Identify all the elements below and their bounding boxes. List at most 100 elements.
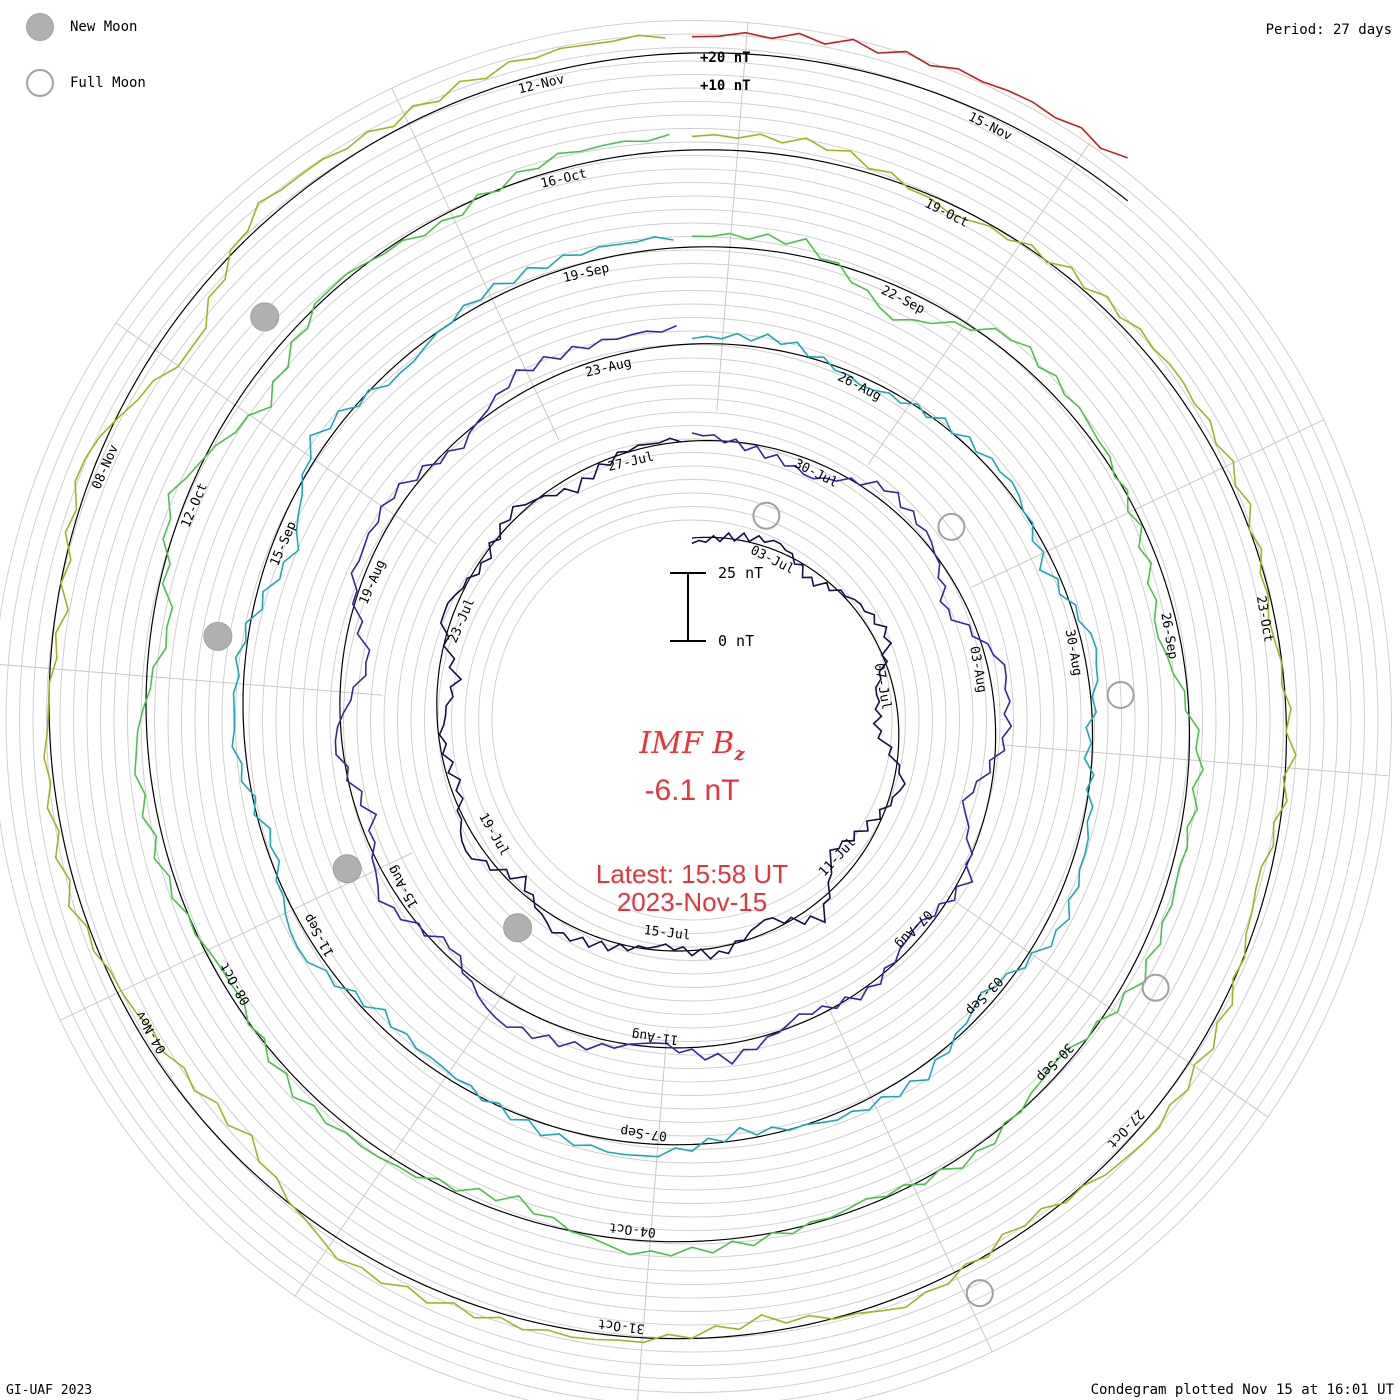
period-label: Period: 27 days: [1265, 22, 1392, 38]
grid-ring: [46, 74, 1338, 1366]
chart-title: IMF Bz: [592, 726, 792, 765]
ring-scale-label: +20 nT: [700, 50, 751, 66]
spoke-line: [946, 895, 1269, 1118]
series-line-2: [334, 324, 1013, 1065]
date-label: 07-Sep: [619, 1123, 668, 1143]
grid-ring: [275, 303, 1109, 1137]
grid-ring: [0, 20, 1392, 1400]
date-label: 26-Sep: [1157, 612, 1180, 661]
new-moon-marker: [250, 302, 280, 332]
grid-ring: [140, 168, 1244, 1272]
grid-ring: [73, 101, 1311, 1339]
grid-ring: [262, 290, 1122, 1150]
series-line-3: [231, 235, 1099, 1158]
grid-ring: [5, 33, 1379, 1400]
zero-spiral: [48, 52, 1287, 1340]
new-moon-marker: [503, 913, 533, 943]
date-label: 15-Jul: [643, 923, 691, 943]
grid-ring: [437, 465, 947, 975]
grid-ring: [302, 330, 1082, 1110]
grid-ring: [208, 236, 1176, 1204]
date-label: 31-Oct: [597, 1315, 645, 1335]
ring-scale-labels: +20 nT +10 nT: [700, 50, 751, 94]
grid-ring: [59, 87, 1325, 1353]
new-moon-label: New Moon: [70, 19, 138, 35]
grid-ring: [370, 398, 1014, 1042]
grid-ring: [451, 479, 933, 961]
spoke-line: [391, 87, 560, 441]
spoke-line: [716, 22, 749, 412]
full-moon-icon: [26, 69, 54, 97]
date-label: 19-Sep: [562, 261, 611, 286]
grid-ring: [127, 155, 1257, 1285]
grid-ring: [113, 141, 1271, 1299]
date-label: 27-Jul: [606, 449, 655, 474]
date-labels: 03-Jul07-Jul11-Jul15-Jul19-Jul23-Jul27-J…: [90, 72, 1276, 1336]
spoke-line: [637, 1028, 668, 1400]
spoke-line: [1000, 744, 1390, 777]
current-value: -6.1 nT: [644, 774, 740, 807]
spoke-line: [115, 322, 438, 545]
latest-timestamp: Latest: 15:58 UT 2023-Nov-15: [540, 860, 844, 916]
zero-spiral-line: [48, 52, 1287, 1340]
grid-ring: [19, 47, 1365, 1393]
scale-top-label: 25 nT: [718, 564, 764, 582]
grid-ring: [491, 519, 893, 921]
spoke-line: [867, 143, 1090, 466]
series-line-1: [438, 437, 906, 960]
moon-legend: New Moon Full Moon: [26, 12, 146, 124]
grid-ring: [478, 506, 906, 934]
date-label: 11-Aug: [631, 1026, 679, 1046]
grid-ring: [86, 114, 1298, 1326]
series-line-6: [691, 31, 1128, 159]
full-moon-label: Full Moon: [70, 75, 146, 91]
ring-grid: [0, 20, 1392, 1400]
date-label: 30-Aug: [1062, 628, 1085, 677]
grid-ring: [235, 263, 1149, 1177]
new-moon-icon: [26, 13, 54, 41]
spoke-line: [824, 999, 993, 1353]
plotted-label: Condegram plotted Nov 15 at 16:01 UT: [1090, 1382, 1394, 1398]
radial-spokes: [0, 22, 1390, 1400]
grid-ring: [397, 425, 987, 1015]
grid-ring: [181, 209, 1203, 1231]
full-moon-marker: [937, 512, 966, 541]
credit-label: GI-UAF 2023: [6, 1383, 93, 1398]
date-label: 23-Oct: [1253, 595, 1276, 644]
grid-ring: [424, 452, 960, 988]
date-label: 03-Aug: [966, 645, 989, 694]
full-moon-marker: [1141, 973, 1170, 1002]
full-moon-marker: [1106, 681, 1135, 709]
spoke-line: [0, 664, 384, 696]
latest-time: Latest: 15:58 UT: [595, 859, 789, 889]
full-moon-marker: [752, 501, 781, 530]
grid-ring: [248, 276, 1136, 1164]
grid-ring: [32, 60, 1352, 1380]
grid-ring: [410, 438, 974, 1002]
grid-ring: [316, 344, 1068, 1096]
scale-bottom-label: 0 nT: [718, 632, 755, 650]
date-label: 07-Jul: [871, 662, 894, 711]
date-label: 04-Oct: [608, 1219, 656, 1239]
latest-date: 2023-Nov-15: [616, 887, 768, 917]
grid-ring: [221, 249, 1163, 1191]
date-label: 12-Nov: [517, 72, 566, 97]
title-subscript: z: [734, 744, 745, 765]
series-line-5: [43, 34, 1297, 1344]
title-main: IMF B: [639, 726, 735, 761]
grid-ring: [154, 182, 1230, 1258]
spoke-line: [294, 974, 517, 1297]
grid-ring: [356, 384, 1028, 1056]
new-moon-marker: [332, 854, 362, 884]
spoke-line: [971, 419, 1325, 588]
scale-bar: [670, 572, 706, 642]
grid-ring: [289, 317, 1095, 1123]
new-moon-marker: [203, 621, 233, 651]
grid-ring: [167, 195, 1217, 1245]
grid-ring: [464, 492, 920, 948]
moon-phase-markers: [203, 302, 1170, 1308]
full-moon-marker: [965, 1279, 994, 1308]
grid-ring: [383, 411, 1001, 1029]
series-group: [43, 31, 1297, 1344]
